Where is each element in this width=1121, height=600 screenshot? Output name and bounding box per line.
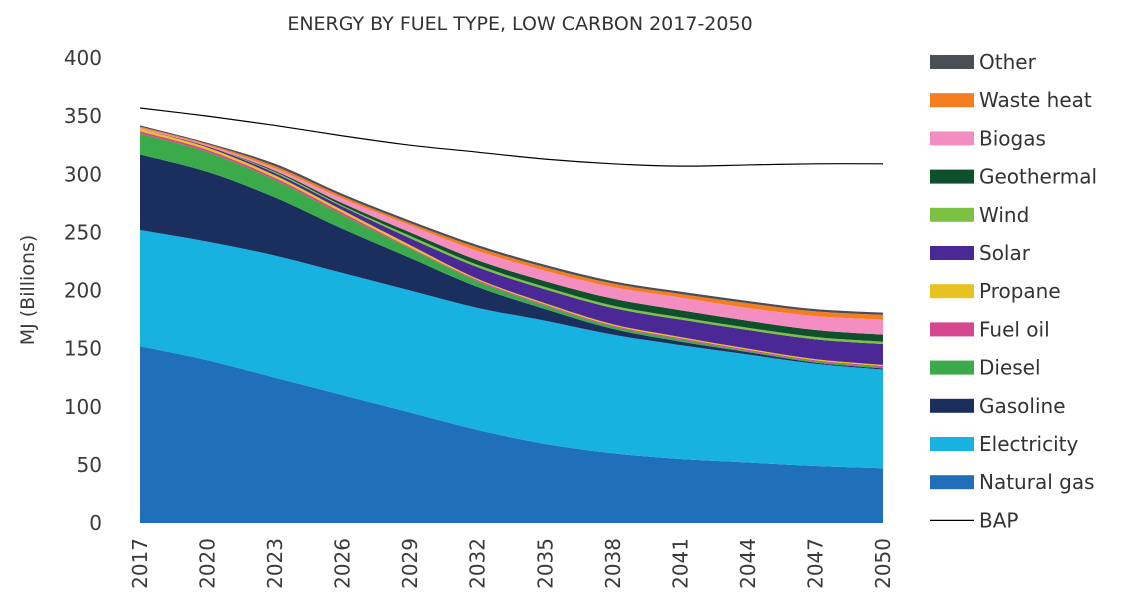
x-tick-label: 2032: [466, 538, 490, 589]
legend-label: Electricity: [979, 432, 1079, 456]
x-tick-label: 2020: [196, 538, 220, 589]
y-tick-label: 50: [77, 453, 102, 477]
x-tick-label: 2017: [128, 538, 152, 589]
legend-swatch: [930, 55, 974, 69]
y-tick-label: 400: [64, 46, 102, 70]
y-tick-label: 200: [64, 279, 102, 303]
legend-swatch: [930, 246, 974, 260]
legend-swatch: [930, 360, 974, 375]
legend-swatch: [930, 322, 974, 337]
legend: Other Waste heat Biogas Geothermal Wind Solar…: [930, 50, 1097, 532]
x-tick-label: 2044: [736, 538, 760, 589]
y-axis-label: MJ (Billions): [17, 235, 39, 346]
y-ticks-layer: 0 50 100 150 200 250 300 350 400: [64, 46, 102, 535]
legend-swatch: [930, 169, 974, 184]
legend-label: Biogas: [979, 126, 1046, 150]
legend-item-propane: Propane: [930, 279, 1061, 303]
legend-item-wind: Wind: [930, 203, 1029, 227]
legend-swatch: [930, 475, 974, 490]
x-tick-label: 2035: [533, 538, 557, 589]
y-tick-label: 350: [64, 104, 102, 128]
legend-label: Geothermal: [979, 165, 1097, 189]
legend-label: Fuel oil: [979, 317, 1050, 341]
legend-item-other: Other: [930, 50, 1037, 74]
area-solar: [140, 128, 883, 365]
legend-label: Diesel: [979, 356, 1041, 380]
area-natural-gas: [140, 346, 883, 523]
line-bap: [139, 107, 884, 167]
y-tick-label: 100: [64, 395, 102, 419]
x-tick-label: 2047: [804, 538, 828, 589]
legend-label: Natural gas: [979, 470, 1095, 494]
area-biogas: [140, 127, 883, 335]
y-tick-label: 0: [89, 511, 102, 535]
x-tick-label: 2041: [668, 538, 692, 589]
area-diesel: [140, 133, 883, 369]
legend-label: Propane: [979, 279, 1061, 303]
legend-label: Other: [979, 50, 1037, 74]
legend-item-diesel: Diesel: [930, 356, 1041, 380]
legend-swatch: [930, 284, 974, 299]
area-electricity: [140, 230, 883, 469]
legend-swatch: [930, 93, 974, 108]
legend-label: Gasoline: [979, 394, 1066, 418]
legend-item-fuel-oil: Fuel oil: [930, 317, 1050, 341]
x-tick-label: 2029: [398, 538, 422, 589]
legend-label: BAP: [979, 508, 1018, 532]
x-tick-label: 2023: [263, 538, 287, 589]
x-ticks-layer: 2017 2020 2023 2026 2029 2032 2035 2038 2041 2044…: [128, 538, 895, 589]
areas-layer: [140, 125, 883, 523]
x-tick-label: 2038: [601, 538, 625, 589]
y-tick-label: 150: [64, 337, 102, 361]
legend-item-waste-heat: Waste heat: [930, 88, 1092, 112]
legend-item-solar: Solar: [930, 241, 1031, 265]
y-tick-label: 250: [64, 220, 102, 244]
lines-layer: [139, 107, 884, 167]
legend-label: Solar: [979, 241, 1031, 265]
legend-swatch: [930, 398, 974, 413]
legend-item-biogas: Biogas: [930, 126, 1046, 150]
x-tick-label: 2050: [871, 538, 895, 589]
legend-item-gasoline: Gasoline: [930, 394, 1066, 418]
x-tick-label: 2026: [331, 538, 355, 589]
legend-item-electricity: Electricity: [930, 432, 1079, 456]
legend-item-geothermal: Geothermal: [930, 165, 1097, 189]
legend-item-natural-gas: Natural gas: [930, 470, 1095, 494]
legend-swatch: [930, 437, 974, 451]
legend-label: Wind: [979, 203, 1029, 227]
area-gasoline: [140, 154, 883, 370]
chart-title: ENERGY BY FUEL TYPE, LOW CARBON 2017-205…: [287, 13, 752, 35]
legend-label: Waste heat: [979, 88, 1092, 112]
legend-swatch: [930, 131, 974, 146]
legend-item-bap: BAP: [930, 508, 1018, 532]
legend-swatch: [930, 207, 974, 222]
y-tick-label: 300: [64, 162, 102, 186]
